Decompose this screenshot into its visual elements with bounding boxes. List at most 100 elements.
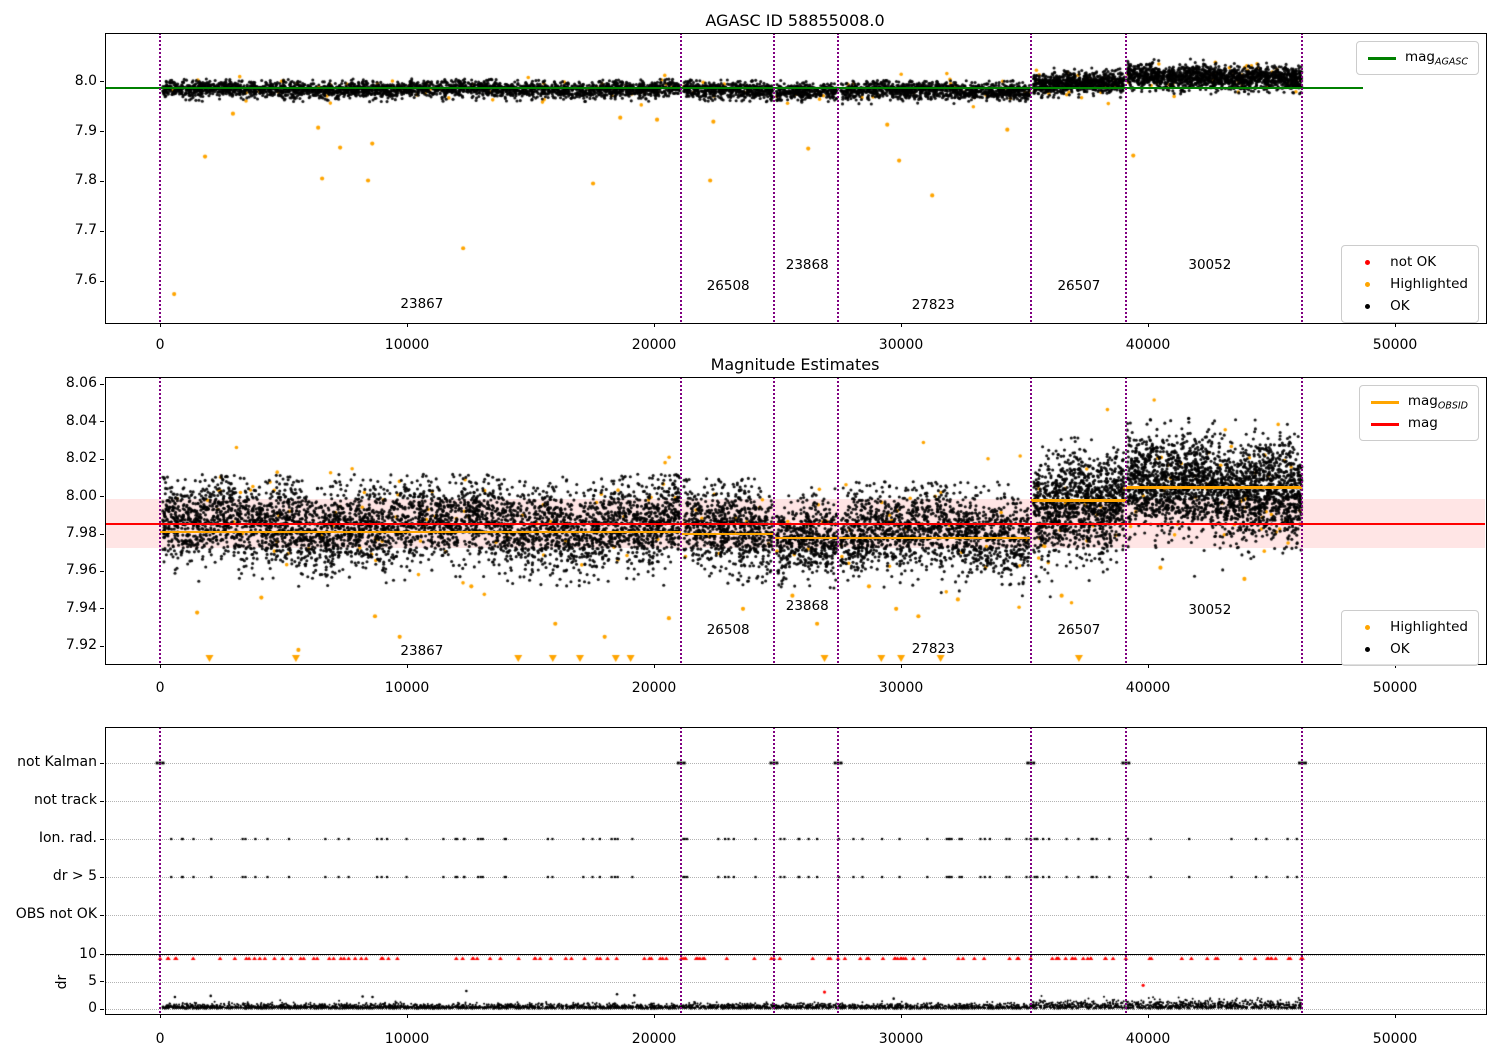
y-tick-mark xyxy=(100,383,104,385)
observation-boundary-line xyxy=(1301,727,1304,1013)
x-tick-mark xyxy=(1147,323,1149,327)
obsid-mag-segment xyxy=(160,530,682,534)
y-tick-label: 8.00 xyxy=(65,487,97,504)
orange-dot-sample xyxy=(1364,281,1370,287)
y-tick-mark xyxy=(100,838,104,840)
x-tick-mark xyxy=(900,1014,902,1018)
legend-label: magAGASC xyxy=(1404,48,1468,68)
observation-boundary-line xyxy=(1029,33,1032,322)
top-marker-legend: not OK Highlighted OK xyxy=(1341,245,1479,323)
obsid-mag-segment xyxy=(838,536,1031,540)
observation-boundary-line xyxy=(159,33,162,322)
legend-label: OK xyxy=(1390,298,1410,314)
x-tick-mark xyxy=(900,323,902,327)
y-tick-mark xyxy=(100,954,104,955)
obsid-mag-segment xyxy=(681,532,774,536)
legend-item-highlighted: Highlighted xyxy=(1350,273,1468,295)
observation-boundary-line xyxy=(1029,377,1032,663)
y-tick-label: 7.96 xyxy=(65,562,97,579)
legend-item-mag: mag xyxy=(1368,413,1468,435)
y-tick-label: 7.7 xyxy=(74,222,97,239)
dr-limit-line xyxy=(105,953,1485,956)
x-tick-label: 20000 xyxy=(631,1031,677,1047)
orange-line-sample xyxy=(1370,400,1399,404)
x-tick-label: 50000 xyxy=(1372,1031,1418,1047)
y-tick-label: 8.06 xyxy=(65,375,97,392)
obsid-label: 27823 xyxy=(911,296,955,313)
y-tick-mark xyxy=(100,914,104,916)
y-tick-mark xyxy=(100,570,104,572)
x-tick-mark xyxy=(1394,323,1396,327)
legend-label: not OK xyxy=(1390,254,1437,270)
observation-boundary-line xyxy=(1301,377,1304,663)
x-tick-mark xyxy=(1394,664,1396,668)
x-tick-label: 50000 xyxy=(1372,680,1418,696)
y-tick-mark xyxy=(100,131,104,133)
x-tick-label: 0 xyxy=(155,1031,165,1047)
red-dot-sample xyxy=(1364,259,1370,265)
observation-boundary-line xyxy=(837,727,840,1013)
mag-obsid-legend: magOBSID mag xyxy=(1358,385,1479,441)
observation-boundary-line xyxy=(159,727,162,1013)
y-tick-mark xyxy=(100,762,104,764)
x-tick-label: 30000 xyxy=(878,337,924,353)
obsid-mag-segment xyxy=(1125,486,1303,489)
category-label: not Kalman xyxy=(17,754,97,770)
x-tick-label: 30000 xyxy=(878,680,924,696)
agasc-mag-line xyxy=(105,86,1363,90)
x-tick-label: 40000 xyxy=(1125,680,1171,696)
y-tick-mark xyxy=(100,421,104,423)
obsid-label: 23867 xyxy=(400,642,444,659)
observation-boundary-line xyxy=(837,377,840,663)
legend-item-not-ok: not OK xyxy=(1350,251,1468,273)
x-tick-label: 10000 xyxy=(384,337,430,353)
y-tick-mark xyxy=(100,645,104,647)
x-tick-mark xyxy=(1394,1014,1396,1018)
obsid-mag-segment xyxy=(773,536,839,540)
y-tick-mark xyxy=(100,1008,104,1010)
orange-dot-sample xyxy=(1364,624,1370,630)
legend-label: magOBSID xyxy=(1407,392,1468,412)
obsid-mag-segment xyxy=(1030,499,1126,502)
y-tick-mark xyxy=(100,608,104,610)
observation-boundary-line xyxy=(1124,377,1127,663)
legend-label: Highlighted xyxy=(1390,276,1468,292)
y-tick-label: 7.6 xyxy=(74,272,97,289)
obsid-label: 27823 xyxy=(911,640,955,657)
legend-label: OK xyxy=(1390,641,1410,657)
x-tick-label: 20000 xyxy=(631,680,677,696)
dr-axis-label: dr xyxy=(54,974,70,990)
y-tick-mark xyxy=(100,230,104,232)
obsid-label: 23868 xyxy=(785,597,829,614)
y-tick-label: 7.92 xyxy=(65,637,97,654)
category-label: dr > 5 xyxy=(52,868,97,884)
category-label: Ion. rad. xyxy=(38,830,97,846)
dr-tick-label: 10 xyxy=(79,945,97,962)
x-tick-mark xyxy=(159,323,161,327)
observation-boundary-line xyxy=(772,33,775,322)
x-tick-mark xyxy=(1147,664,1149,668)
observation-boundary-line xyxy=(772,727,775,1013)
x-tick-label: 50000 xyxy=(1372,337,1418,353)
green-line-sample xyxy=(1367,56,1396,60)
category-label: OBS not OK xyxy=(15,906,97,922)
legend-label: Highlighted xyxy=(1390,619,1468,635)
obsid-label: 30052 xyxy=(1188,601,1232,618)
observation-boundary-line xyxy=(1301,33,1304,322)
middle-marker-legend: Highlighted OK xyxy=(1341,610,1479,666)
x-tick-mark xyxy=(653,664,655,668)
x-tick-mark xyxy=(900,664,902,668)
obsid-label: 26507 xyxy=(1057,622,1101,639)
legend-item-ok: OK xyxy=(1350,295,1468,317)
y-tick-label: 7.94 xyxy=(65,599,97,616)
top-axes-title: AGASC ID 58855008.0 xyxy=(705,11,885,30)
y-tick-label: 8.0 xyxy=(74,72,97,89)
dr-tick-label: 0 xyxy=(88,1000,97,1016)
observation-boundary-line xyxy=(159,377,162,663)
obsid-label: 23867 xyxy=(400,296,444,313)
y-tick-mark xyxy=(100,533,104,535)
x-tick-mark xyxy=(653,1014,655,1018)
black-dot-sample xyxy=(1364,303,1370,309)
x-tick-label: 10000 xyxy=(384,680,430,696)
